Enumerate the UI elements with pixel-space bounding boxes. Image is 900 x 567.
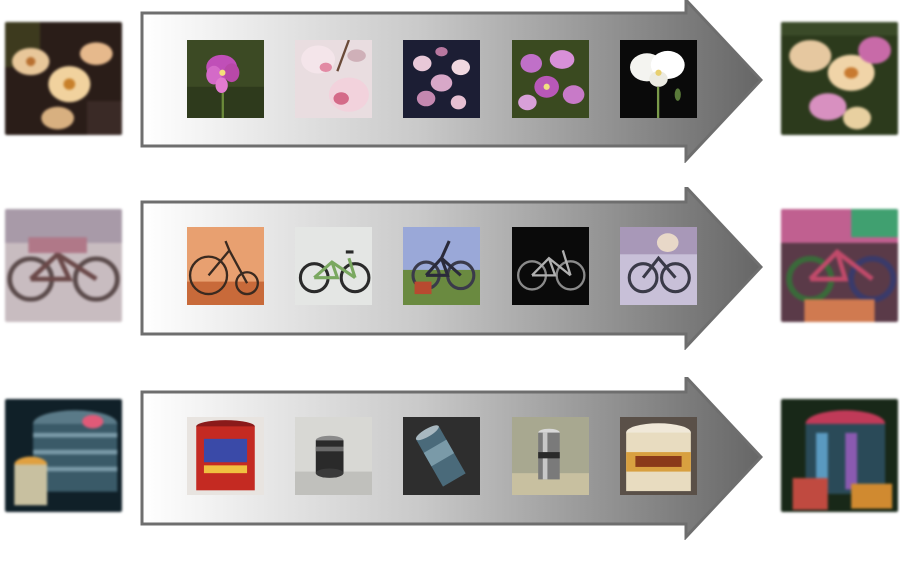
can-row [0,377,900,567]
flower-row [0,0,900,190]
bicycle-row [0,187,900,377]
metal-can-thumbnail [295,417,372,495]
purple-orchid-thumbnail [512,40,589,118]
orchid-spray-thumbnail [403,40,480,118]
tilted-can-thumbnail [403,417,480,495]
query-flower-image [5,22,122,135]
penny-farthing-thumbnail [187,227,264,305]
result-flower-image [781,22,898,135]
result-can-image [781,399,898,512]
red-coffee-can-thumbnail [187,417,264,495]
rider-bike-thumbnail [620,227,697,305]
pale-orchid-thumbnail [295,40,372,118]
result-bicycle-image [781,209,898,322]
pink-orchid-thumbnail [187,40,264,118]
query-cans-image [5,399,122,512]
mountain-bike-thumbnail [403,227,480,305]
white-orchid-thumbnail [620,40,697,118]
query-bicycle-image [5,209,122,322]
bmx-bike-thumbnail [295,227,372,305]
paint-can-thumbnail [620,417,697,495]
silver-can-thumbnail [512,417,589,495]
dark-bike-thumbnail [512,227,589,305]
